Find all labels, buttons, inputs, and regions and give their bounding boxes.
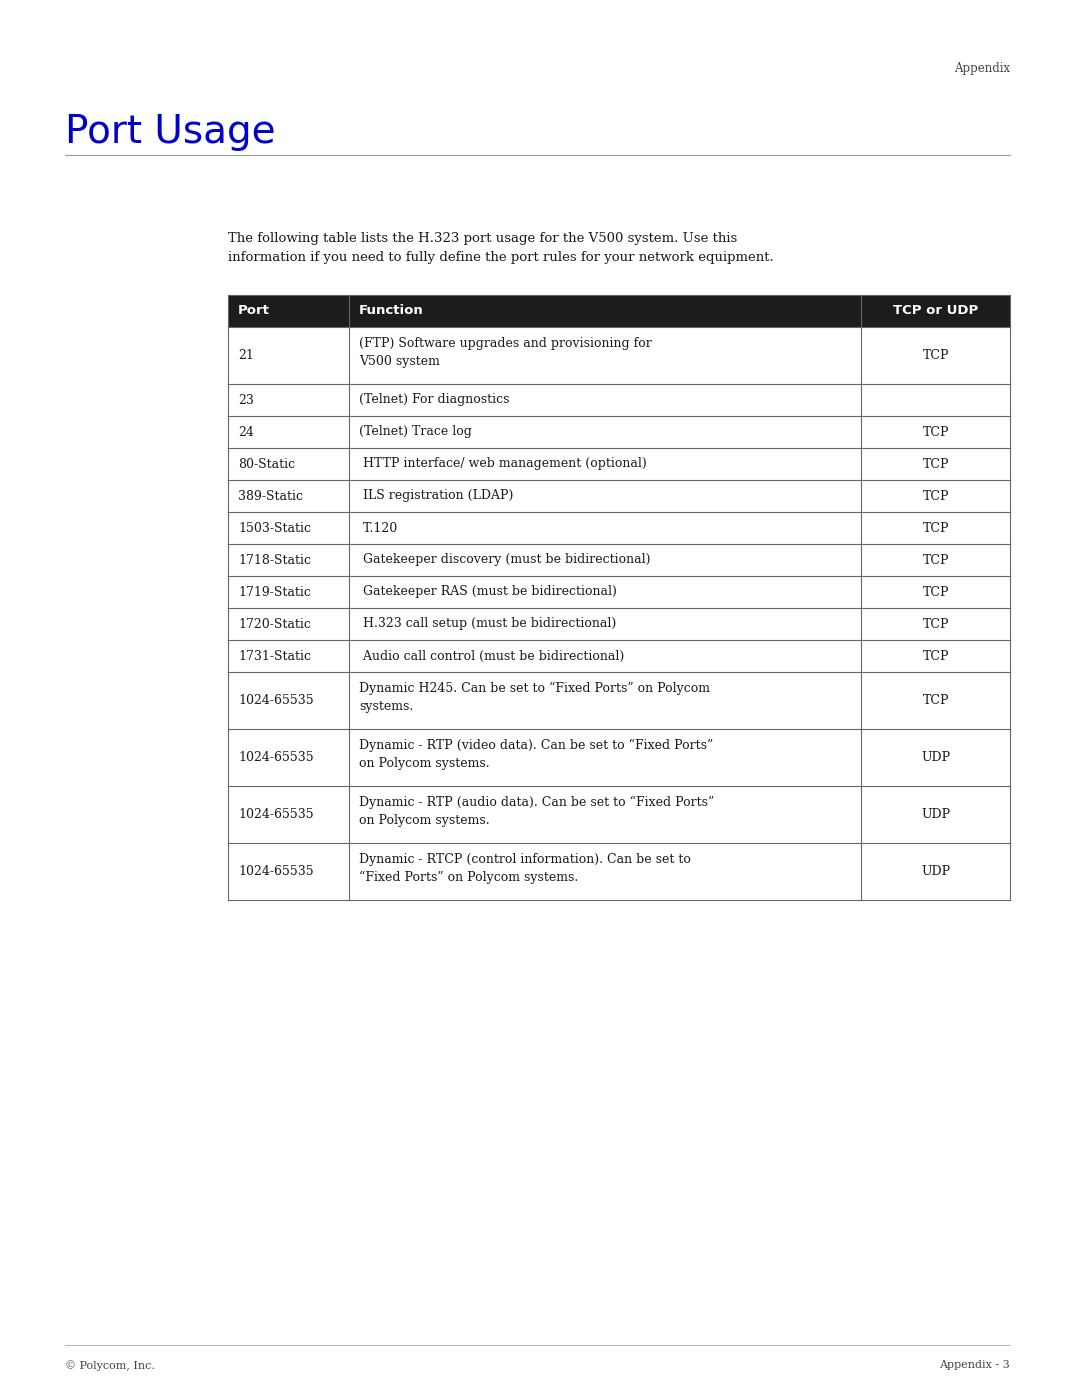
Text: UDP: UDP — [921, 807, 950, 821]
Text: 1503-Static: 1503-Static — [238, 521, 311, 535]
Bar — [228, 327, 1010, 384]
Bar — [228, 295, 1010, 327]
Bar — [228, 787, 1010, 842]
Text: T.120: T.120 — [360, 521, 397, 535]
Text: ILS registration (LDAP): ILS registration (LDAP) — [360, 489, 514, 503]
Text: Port: Port — [238, 305, 270, 317]
Text: 1718-Static: 1718-Static — [238, 553, 311, 567]
Bar — [228, 640, 1010, 672]
Text: Gatekeeper discovery (must be bidirectional): Gatekeeper discovery (must be bidirectio… — [360, 553, 651, 567]
Text: 1720-Static: 1720-Static — [238, 617, 311, 630]
Text: 1731-Static: 1731-Static — [238, 650, 311, 662]
Text: 1024-65535: 1024-65535 — [238, 865, 313, 877]
Bar — [228, 672, 1010, 729]
Bar — [228, 416, 1010, 448]
Text: The following table lists the H.323 port usage for the V500 system. Use this
inf: The following table lists the H.323 port… — [228, 232, 773, 264]
Text: TCP: TCP — [922, 585, 949, 598]
Bar — [228, 384, 1010, 416]
Text: TCP: TCP — [922, 457, 949, 471]
Text: TCP: TCP — [922, 694, 949, 707]
Text: TCP: TCP — [922, 617, 949, 630]
Text: UDP: UDP — [921, 865, 950, 877]
Text: Port Usage: Port Usage — [65, 113, 275, 151]
Text: Dynamic - RTCP (control information). Can be set to
“Fixed Ports” on Polycom sys: Dynamic - RTCP (control information). Ca… — [360, 854, 691, 884]
Text: HTTP interface/ web management (optional): HTTP interface/ web management (optional… — [360, 457, 647, 471]
Text: 1024-65535: 1024-65535 — [238, 752, 313, 764]
Text: TCP: TCP — [922, 521, 949, 535]
Text: Gatekeeper RAS (must be bidirectional): Gatekeeper RAS (must be bidirectional) — [360, 585, 617, 598]
Text: Function: Function — [360, 305, 424, 317]
Text: UDP: UDP — [921, 752, 950, 764]
Text: H.323 call setup (must be bidirectional): H.323 call setup (must be bidirectional) — [360, 617, 617, 630]
Text: Dynamic - RTP (video data). Can be set to “Fixed Ports”
on Polycom systems.: Dynamic - RTP (video data). Can be set t… — [360, 739, 714, 770]
Text: TCP or UDP: TCP or UDP — [893, 305, 978, 317]
Bar — [228, 842, 1010, 900]
Text: (FTP) Software upgrades and provisioning for
V500 system: (FTP) Software upgrades and provisioning… — [360, 337, 652, 367]
Bar — [228, 608, 1010, 640]
Text: 1024-65535: 1024-65535 — [238, 694, 313, 707]
Text: Appendix - 3: Appendix - 3 — [940, 1361, 1010, 1370]
Text: Dynamic H245. Can be set to “Fixed Ports” on Polycom
systems.: Dynamic H245. Can be set to “Fixed Ports… — [360, 682, 711, 712]
Bar — [228, 576, 1010, 608]
Bar — [228, 448, 1010, 481]
Bar — [228, 481, 1010, 511]
Bar — [228, 543, 1010, 576]
Bar — [228, 511, 1010, 543]
Text: 24: 24 — [238, 426, 254, 439]
Text: (Telnet) Trace log: (Telnet) Trace log — [360, 426, 472, 439]
Text: 1024-65535: 1024-65535 — [238, 807, 313, 821]
Bar — [228, 729, 1010, 787]
Text: 23: 23 — [238, 394, 254, 407]
Text: Appendix: Appendix — [954, 61, 1010, 75]
Text: TCP: TCP — [922, 349, 949, 362]
Text: TCP: TCP — [922, 489, 949, 503]
Text: TCP: TCP — [922, 650, 949, 662]
Text: 80-Static: 80-Static — [238, 457, 295, 471]
Text: Audio call control (must be bidirectional): Audio call control (must be bidirectiona… — [360, 650, 624, 662]
Text: 389-Static: 389-Static — [238, 489, 303, 503]
Text: 21: 21 — [238, 349, 254, 362]
Text: Dynamic - RTP (audio data). Can be set to “Fixed Ports”
on Polycom systems.: Dynamic - RTP (audio data). Can be set t… — [360, 796, 715, 827]
Text: TCP: TCP — [922, 426, 949, 439]
Text: TCP: TCP — [922, 553, 949, 567]
Text: 1719-Static: 1719-Static — [238, 585, 311, 598]
Text: (Telnet) For diagnostics: (Telnet) For diagnostics — [360, 394, 510, 407]
Text: © Polycom, Inc.: © Polycom, Inc. — [65, 1361, 154, 1370]
